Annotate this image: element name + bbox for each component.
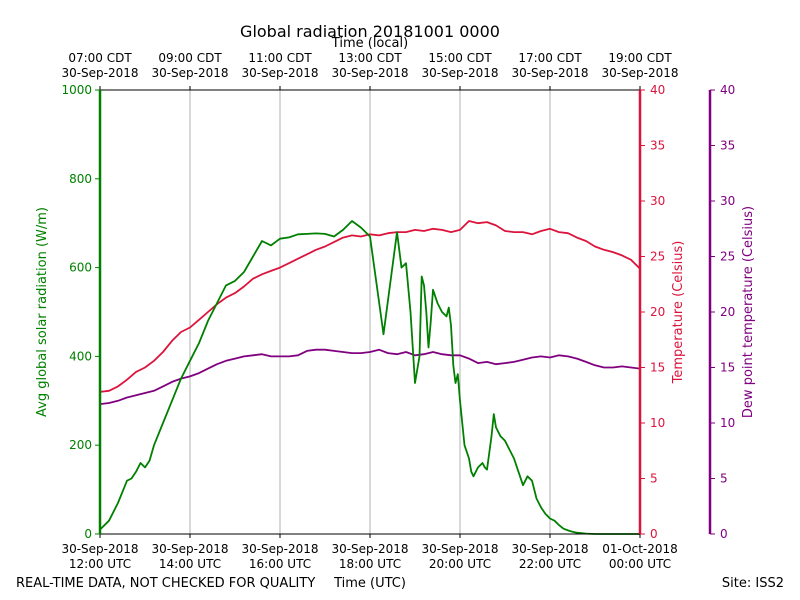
top-tick-label-time: 09:00 CDT: [158, 51, 222, 65]
top-tick-label-time: 17:00 CDT: [518, 51, 582, 65]
top-tick-label-date: 30-Sep-2018: [61, 66, 138, 80]
radiation-tick-label: 800: [69, 172, 92, 186]
temperature-tick-label: 30: [650, 194, 665, 208]
x-tick-label-time: 14:00 UTC: [159, 557, 221, 571]
temperature-axis-label: Temperature (Celsius): [671, 241, 686, 385]
x-tick-label-time: 22:00 UTC: [519, 557, 581, 571]
temperature-tick-label: 35: [650, 139, 665, 153]
x-tick-label-date: 30-Sep-2018: [331, 542, 408, 556]
x-tick-label-date: 30-Sep-2018: [241, 542, 318, 556]
dewpoint-axis-label: Dew point temperature (Celsius): [741, 206, 756, 418]
dewpoint-series-line: [99, 348, 641, 405]
x-tick-label-time: 16:00 UTC: [249, 557, 311, 571]
x-tick-label-time: 20:00 UTC: [429, 557, 491, 571]
dewpoint-tick-label: 0: [720, 527, 728, 541]
quality-disclaimer: REAL-TIME DATA, NOT CHECKED FOR QUALITY: [16, 576, 315, 591]
temperature-tick-label: 15: [650, 361, 665, 375]
top-tick-label-time: 07:00 CDT: [68, 51, 132, 65]
temperature-tick-label: 25: [650, 250, 665, 264]
top-tick-label-date: 30-Sep-2018: [421, 66, 498, 80]
radiation-series-line: [99, 220, 640, 535]
x-tick-label-date: 30-Sep-2018: [151, 542, 228, 556]
dewpoint-tick-label: 40: [720, 83, 735, 97]
temperature-tick-label: 10: [650, 416, 665, 430]
top-tick-label-time: 11:00 CDT: [248, 51, 312, 65]
radiation-tick-label: 0: [84, 527, 92, 541]
radiation-axis-label: Avg global solar radiation (W/m): [35, 207, 50, 417]
series-lines: [99, 220, 641, 535]
dewpoint-tick-label: 20: [720, 305, 735, 319]
dewpoint-tick-label: 15: [720, 361, 735, 375]
top-axis-title: Time (local): [331, 36, 408, 51]
dewpoint-tick-label: 5: [720, 472, 728, 486]
top-tick-label-time: 15:00 CDT: [428, 51, 492, 65]
x-tick-label-date: 30-Sep-2018: [511, 542, 588, 556]
top-tick-label-time: 19:00 CDT: [608, 51, 672, 65]
dewpoint-tick-label: 25: [720, 250, 735, 264]
temperature-tick-label: 5: [650, 472, 658, 486]
radiation-tick-label: 1000: [61, 83, 92, 97]
chart-title: Global radiation 20181001 0000: [240, 22, 500, 41]
x-axis-title: Time (UTC): [333, 576, 406, 591]
top-tick-label-date: 30-Sep-2018: [601, 66, 678, 80]
x-tick-label-date: 30-Sep-2018: [421, 542, 498, 556]
dewpoint-tick-label: 30: [720, 194, 735, 208]
x-tick-label-time: 00:00 UTC: [609, 557, 671, 571]
temperature-tick-label: 0: [650, 527, 658, 541]
x-tick-label-time: 18:00 UTC: [339, 557, 401, 571]
x-tick-label-time: 12:00 UTC: [69, 557, 131, 571]
dewpoint-tick-label: 10: [720, 416, 735, 430]
top-tick-label-date: 30-Sep-2018: [241, 66, 318, 80]
dewpoint-axis: 0 5 10 15 20 25 30 35 40 Dew point temperature (C…: [708, 83, 756, 541]
dewpoint-tick-label: 35: [720, 139, 735, 153]
radiation-tick-label: 400: [69, 349, 92, 363]
x-tick-label-date: 30-Sep-2018: [61, 542, 138, 556]
top-tick-label-date: 30-Sep-2018: [331, 66, 408, 80]
radiation-tick-label: 600: [69, 261, 92, 275]
temperature-tick-label: 40: [650, 83, 665, 97]
top-tick-label-time: 13:00 CDT: [338, 51, 402, 65]
temperature-series-line: [99, 220, 641, 393]
radiation-tick-label: 200: [69, 438, 92, 452]
top-tick-label-date: 30-Sep-2018: [151, 66, 228, 80]
site-label: Site: ISS2: [722, 576, 784, 591]
grid-lines: [189, 90, 551, 534]
temperature-tick-label: 20: [650, 305, 665, 319]
top-tick-label-date: 30-Sep-2018: [511, 66, 588, 80]
temperature-axis: 0 5 10 15 20 25 30 35 40 Temperature (Celsius): [638, 83, 686, 541]
x-tick-label-date: 01-Oct-2018: [602, 542, 678, 556]
radiation-axis: 0 200 400 600 800 1000 Avg global solar radiat…: [35, 83, 102, 541]
